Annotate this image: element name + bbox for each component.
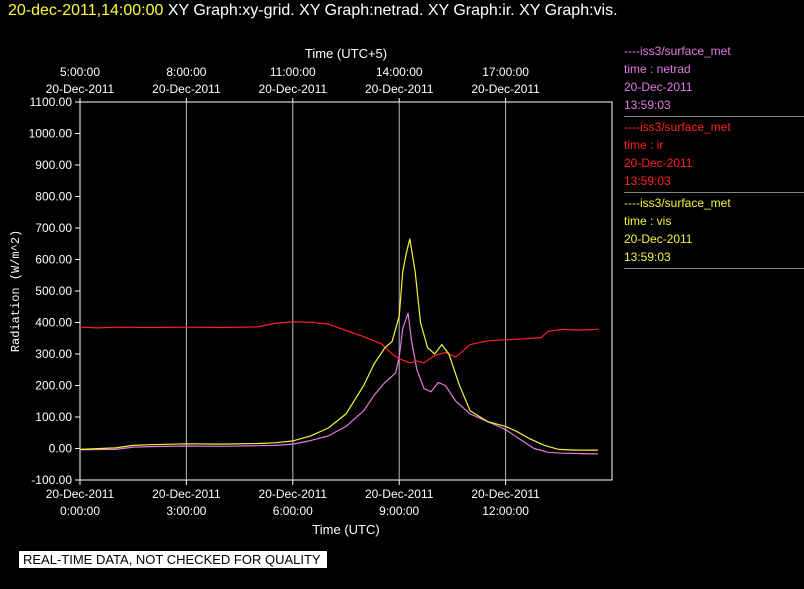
legend-netrad: ----iss3/surface_met time : netrad 20-De… bbox=[624, 42, 804, 117]
y-tick-label: 400.00 bbox=[35, 316, 72, 330]
graph-header: 20-dec-2011,14:00:00 XY Graph:xy-grid. X… bbox=[8, 2, 618, 20]
x2-tick-label-time: 17:00:00 bbox=[482, 65, 529, 79]
y-tick-label: 0.00 bbox=[49, 442, 73, 456]
x-tick-label-date: 20-Dec-2011 bbox=[259, 487, 328, 501]
legend-label: time : netrad bbox=[624, 62, 691, 76]
x2-tick-label-time: 8:00:00 bbox=[166, 65, 206, 79]
y-tick-label: 600.00 bbox=[35, 253, 72, 267]
legend: ----iss3/surface_met time : netrad 20-De… bbox=[624, 42, 804, 270]
legend-date: 20-Dec-2011 bbox=[624, 80, 693, 94]
legend-ir: ----iss3/surface_met time : ir 20-Dec-20… bbox=[624, 118, 804, 193]
legend-date: 20-Dec-2011 bbox=[624, 156, 693, 170]
quality-disclaimer: REAL-TIME DATA, NOT CHECKED FOR QUALITY bbox=[19, 551, 327, 568]
x2-tick-label-date: 20-Dec-2011 bbox=[365, 82, 434, 96]
x-tick-label-date: 20-Dec-2011 bbox=[471, 487, 540, 501]
series-line-ir bbox=[79, 321, 598, 364]
y-axis-title: Radiation (W/m^2) bbox=[9, 230, 23, 352]
x-tick-label-date: 20-Dec-2011 bbox=[365, 487, 434, 501]
series-line-vis bbox=[79, 238, 598, 451]
legend-source: ----iss3/surface_met bbox=[624, 120, 731, 134]
x-tick-label-time: 12:00:00 bbox=[482, 504, 529, 518]
x-tick-label-time: 6:00:00 bbox=[273, 504, 313, 518]
legend-time: 13:59:03 bbox=[624, 98, 671, 112]
legend-vis: ----iss3/surface_met time : vis 20-Dec-2… bbox=[624, 194, 804, 269]
x-tick-label-time: 0:00:00 bbox=[60, 504, 100, 518]
x2-tick-label-date: 20-Dec-2011 bbox=[46, 82, 115, 96]
y-tick-label: 300.00 bbox=[35, 347, 72, 361]
x-tick-label-time: 9:00:00 bbox=[379, 504, 419, 518]
legend-label: time : ir bbox=[624, 138, 664, 152]
x2-tick-label-time: 14:00:00 bbox=[376, 65, 423, 79]
legend-source: ----iss3/surface_met bbox=[624, 196, 731, 210]
y-tick-label: -100.00 bbox=[31, 473, 72, 487]
x-tick-label-time: 3:00:00 bbox=[166, 504, 206, 518]
y-tick-label: 700.00 bbox=[35, 221, 72, 235]
x2-tick-label-time: 5:00:00 bbox=[60, 65, 100, 79]
plot-frame bbox=[79, 101, 613, 481]
y-tick-label: 800.00 bbox=[35, 190, 72, 204]
timestamp: 20-dec-2011,14:00:00 bbox=[8, 2, 164, 19]
graph-list: XY Graph:xy-grid. XY Graph:netrad. XY Gr… bbox=[167, 2, 618, 19]
y-tick-label: 100.00 bbox=[35, 410, 72, 424]
x2-axis-title: Time (UTC+5) bbox=[305, 46, 387, 61]
x2-tick-label-date: 20-Dec-2011 bbox=[471, 82, 540, 96]
legend-time: 13:59:03 bbox=[624, 174, 671, 188]
legend-source: ----iss3/surface_met bbox=[624, 44, 731, 58]
y-tick-label: 1100.00 bbox=[30, 95, 73, 109]
x2-tick-label-date: 20-Dec-2011 bbox=[152, 82, 221, 96]
legend-time: 13:59:03 bbox=[624, 250, 671, 264]
x2-tick-label-date: 20-Dec-2011 bbox=[259, 82, 328, 96]
series-line-netrad bbox=[79, 312, 598, 455]
legend-date: 20-Dec-2011 bbox=[624, 232, 693, 246]
y-tick-label: 500.00 bbox=[35, 284, 72, 298]
x-tick-label-date: 20-Dec-2011 bbox=[152, 487, 221, 501]
x2-tick-label-time: 11:00:00 bbox=[270, 65, 316, 79]
y-tick-label: 200.00 bbox=[35, 379, 72, 393]
x-axis-title: Time (UTC) bbox=[312, 522, 379, 537]
y-tick-label: 900.00 bbox=[35, 158, 72, 172]
y-tick-label: 1000.00 bbox=[29, 127, 73, 141]
legend-label: time : vis bbox=[624, 214, 672, 228]
x-tick-label-date: 20-Dec-2011 bbox=[46, 487, 115, 501]
